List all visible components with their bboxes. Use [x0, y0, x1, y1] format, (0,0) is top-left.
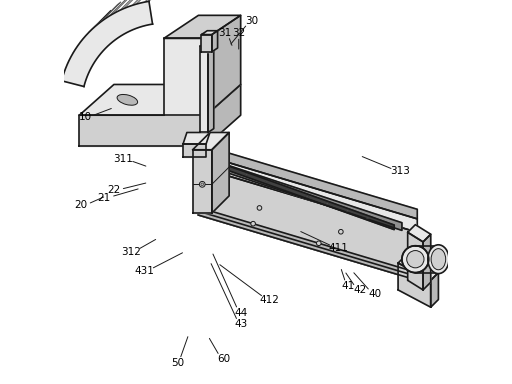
Polygon shape	[183, 132, 210, 144]
Ellipse shape	[225, 167, 228, 168]
Ellipse shape	[199, 182, 205, 187]
Text: 42: 42	[353, 285, 366, 295]
Polygon shape	[198, 207, 417, 280]
Polygon shape	[212, 132, 229, 213]
Polygon shape	[61, 1, 153, 86]
Polygon shape	[164, 15, 241, 38]
Polygon shape	[201, 35, 212, 52]
Ellipse shape	[326, 203, 329, 204]
Ellipse shape	[316, 241, 321, 246]
Polygon shape	[198, 154, 417, 232]
Text: 412: 412	[260, 295, 280, 305]
Polygon shape	[200, 42, 214, 46]
Text: 31: 31	[219, 28, 232, 38]
Polygon shape	[423, 234, 431, 290]
Polygon shape	[193, 132, 229, 150]
Text: 431: 431	[135, 266, 155, 276]
Polygon shape	[212, 31, 218, 52]
Polygon shape	[198, 144, 417, 219]
Polygon shape	[109, 0, 132, 16]
Text: 60: 60	[217, 354, 230, 364]
Polygon shape	[198, 204, 417, 280]
Polygon shape	[79, 84, 241, 115]
Ellipse shape	[428, 245, 449, 273]
Polygon shape	[98, 2, 121, 24]
Polygon shape	[80, 20, 102, 42]
Text: 32: 32	[232, 28, 245, 38]
Polygon shape	[79, 115, 206, 146]
Polygon shape	[120, 0, 143, 10]
Text: 313: 313	[390, 166, 410, 176]
Text: 10: 10	[78, 112, 92, 122]
Polygon shape	[198, 167, 417, 276]
Ellipse shape	[306, 195, 309, 197]
Polygon shape	[183, 144, 206, 157]
Polygon shape	[210, 159, 402, 230]
Polygon shape	[193, 150, 212, 213]
Ellipse shape	[338, 230, 343, 234]
Text: 312: 312	[121, 247, 141, 257]
Ellipse shape	[265, 181, 268, 183]
Polygon shape	[431, 273, 438, 307]
Polygon shape	[208, 42, 214, 132]
Text: 44: 44	[234, 308, 247, 318]
Ellipse shape	[346, 210, 349, 212]
Text: 40: 40	[369, 289, 381, 299]
Polygon shape	[200, 46, 208, 132]
Text: 20: 20	[75, 200, 88, 210]
Polygon shape	[67, 41, 88, 65]
Polygon shape	[63, 53, 83, 77]
Ellipse shape	[251, 221, 255, 226]
Ellipse shape	[169, 93, 189, 103]
Ellipse shape	[431, 249, 445, 270]
Ellipse shape	[117, 94, 138, 105]
Polygon shape	[206, 15, 241, 115]
Text: 22: 22	[108, 185, 120, 195]
Ellipse shape	[286, 188, 289, 190]
Polygon shape	[408, 232, 423, 290]
Ellipse shape	[257, 206, 262, 210]
Polygon shape	[89, 10, 111, 33]
Text: 411: 411	[329, 243, 349, 253]
Ellipse shape	[366, 217, 369, 218]
Ellipse shape	[245, 174, 248, 175]
Ellipse shape	[201, 183, 204, 186]
Polygon shape	[206, 84, 241, 146]
Polygon shape	[201, 31, 218, 35]
Text: 43: 43	[234, 319, 247, 329]
Text: 50: 50	[170, 358, 184, 368]
Polygon shape	[73, 30, 95, 53]
Polygon shape	[218, 162, 394, 230]
Text: 41: 41	[342, 281, 355, 291]
Polygon shape	[408, 225, 431, 242]
Ellipse shape	[402, 246, 429, 273]
Text: 311: 311	[114, 154, 134, 164]
Text: 30: 30	[246, 16, 259, 26]
Text: 21: 21	[98, 193, 111, 203]
Polygon shape	[132, 0, 156, 5]
Polygon shape	[398, 255, 438, 280]
Ellipse shape	[407, 251, 424, 268]
Polygon shape	[398, 263, 431, 307]
Polygon shape	[145, 0, 168, 2]
Polygon shape	[164, 38, 206, 115]
